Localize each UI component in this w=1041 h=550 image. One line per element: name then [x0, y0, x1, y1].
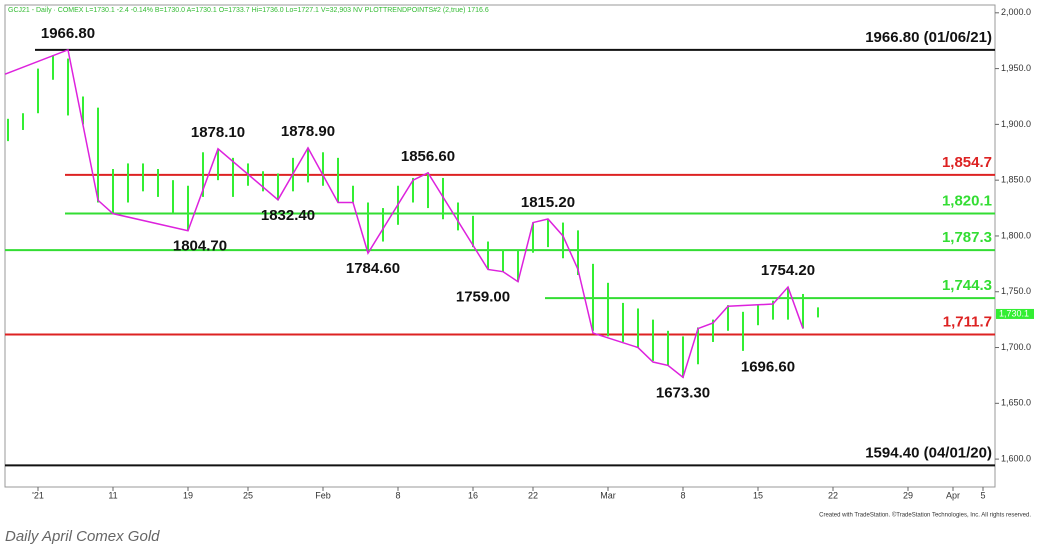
x-tick-label: Mar — [600, 490, 616, 500]
y-tick-label: 1,900.0 — [1001, 119, 1031, 129]
pivot-label: 1673.30 — [656, 384, 710, 401]
pivot-label: 1696.60 — [741, 358, 795, 375]
y-tick-label: 1,800.0 — [1001, 230, 1031, 240]
y-tick-label: 1,850.0 — [1001, 175, 1031, 185]
y-tick-label: 1,750.0 — [1001, 286, 1031, 296]
y-tick-label: 1,650.0 — [1001, 398, 1031, 408]
x-tick-label: '21 — [32, 490, 44, 500]
level-label: 1594.40 (04/01/20) — [865, 444, 992, 461]
last-price-label: 1,730.1 — [999, 308, 1029, 318]
footer: Created with TradeStation. ©TradeStation… — [819, 512, 1031, 519]
plot-frame — [4, 4, 996, 488]
x-tick-label: Feb — [315, 490, 331, 500]
pivot-label: 1856.60 — [401, 148, 455, 165]
x-tick-label: 25 — [243, 490, 253, 500]
last-price-box — [996, 308, 1034, 319]
pivot-label: 1759.00 — [456, 289, 510, 306]
trend-line — [4, 48, 804, 379]
pivot-label: 1878.90 — [281, 123, 335, 140]
x-tick-label: 8 — [680, 490, 685, 500]
level-label: 1,744.3 — [942, 277, 992, 294]
x-tick-label: 22 — [528, 490, 538, 500]
level-label: 1,820.1 — [942, 193, 992, 210]
pivot-label: 1832.40 — [261, 207, 315, 224]
x-tick-label: 29 — [903, 490, 913, 500]
x-tick-label: 19 — [183, 490, 193, 500]
x-tick-label: 22 — [828, 490, 838, 500]
x-tick-label: 16 — [468, 490, 478, 500]
level-label: 1966.80 (01/06/21) — [865, 29, 992, 46]
y-tick-label: 1,600.0 — [1001, 453, 1031, 463]
x-tick-label: 5 — [980, 490, 985, 500]
y-tick-label: 1,950.0 — [1001, 63, 1031, 73]
y-tick-label: 2,000.0 — [1001, 7, 1031, 17]
level-label: 1,711.7 — [943, 313, 992, 330]
level-label: 1,854.7 — [942, 154, 992, 171]
x-tick-label: 15 — [753, 490, 763, 500]
x-tick-label: 8 — [395, 490, 400, 500]
pivot-label: 1966.80 — [41, 25, 95, 42]
level-label: 1,787.3 — [942, 229, 992, 246]
x-tick-label: 11 — [108, 490, 117, 500]
y-tick-label: 1,700.0 — [1001, 342, 1031, 352]
caption: Daily April Comex Gold — [5, 528, 160, 545]
pivot-label: 1804.70 — [173, 238, 227, 255]
pivot-label: 1754.20 — [761, 262, 815, 279]
pivot-label: 1815.20 — [521, 194, 575, 211]
pivot-label: 1784.60 — [346, 260, 400, 277]
header: GCJ21 - Daily · COMEX L=1730.1 -2.4 -0.1… — [8, 7, 489, 14]
x-tick-label: Apr — [946, 490, 960, 500]
pivot-label: 1878.10 — [191, 124, 245, 141]
